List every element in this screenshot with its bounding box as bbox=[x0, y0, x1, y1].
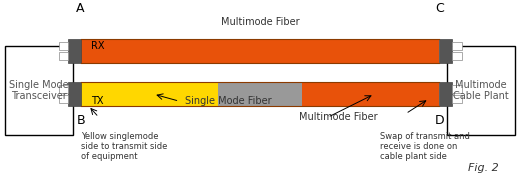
Text: Single Mode
Transceiver: Single Mode Transceiver bbox=[9, 80, 69, 101]
FancyBboxPatch shape bbox=[68, 39, 81, 63]
FancyBboxPatch shape bbox=[302, 82, 439, 106]
FancyBboxPatch shape bbox=[439, 82, 452, 106]
Text: RX: RX bbox=[91, 41, 105, 51]
Text: C: C bbox=[435, 2, 444, 15]
Text: Multimode Fiber: Multimode Fiber bbox=[220, 17, 300, 27]
FancyBboxPatch shape bbox=[81, 39, 439, 63]
FancyBboxPatch shape bbox=[59, 42, 68, 50]
FancyBboxPatch shape bbox=[68, 82, 81, 106]
Text: Fig. 2: Fig. 2 bbox=[468, 163, 499, 173]
FancyBboxPatch shape bbox=[5, 46, 73, 135]
Text: Single Mode Fiber: Single Mode Fiber bbox=[185, 96, 271, 106]
FancyBboxPatch shape bbox=[452, 52, 462, 60]
Text: Multimode
Cable Plant: Multimode Cable Plant bbox=[453, 80, 509, 101]
Text: Swap of transmit and
receive is done on
cable plant side: Swap of transmit and receive is done on … bbox=[380, 132, 470, 161]
FancyBboxPatch shape bbox=[447, 46, 515, 135]
FancyBboxPatch shape bbox=[439, 39, 452, 63]
FancyBboxPatch shape bbox=[452, 95, 462, 103]
FancyBboxPatch shape bbox=[452, 85, 462, 93]
Text: TX: TX bbox=[91, 96, 103, 106]
Text: Yellow singlemode
side to transmit side
of equipment: Yellow singlemode side to transmit side … bbox=[81, 132, 167, 161]
FancyBboxPatch shape bbox=[59, 52, 68, 60]
Text: B: B bbox=[76, 114, 85, 127]
FancyBboxPatch shape bbox=[452, 42, 462, 50]
FancyBboxPatch shape bbox=[218, 82, 302, 106]
Text: Multimode Fiber: Multimode Fiber bbox=[298, 112, 378, 122]
FancyBboxPatch shape bbox=[59, 95, 68, 103]
Text: A: A bbox=[76, 2, 85, 15]
FancyBboxPatch shape bbox=[81, 82, 218, 106]
FancyBboxPatch shape bbox=[59, 85, 68, 93]
Text: D: D bbox=[435, 114, 444, 127]
